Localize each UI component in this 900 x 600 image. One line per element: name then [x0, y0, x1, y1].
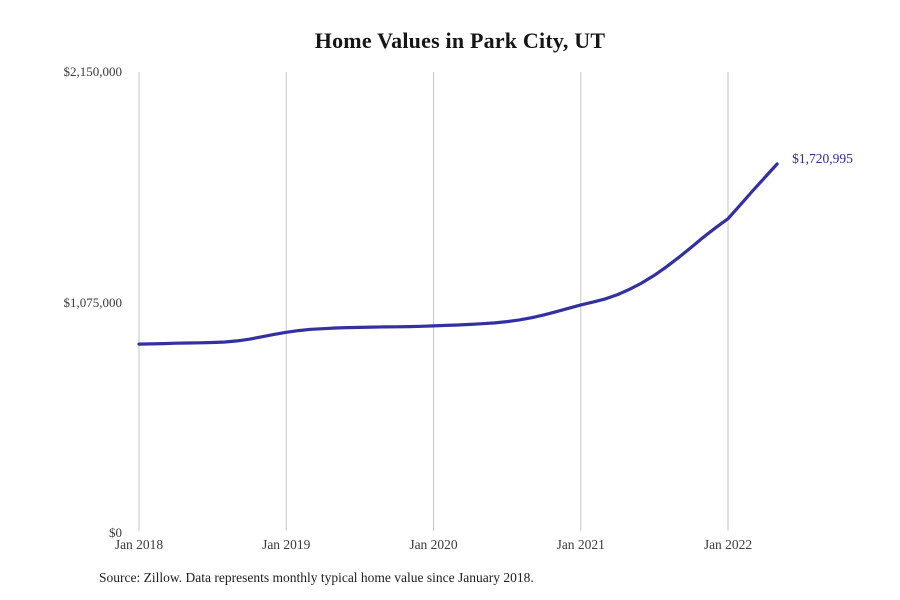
y-axis-tick-middle: $1,075,000 — [63, 294, 123, 310]
y-axis-tick-zero: $0 — [109, 525, 122, 540]
x-axis-tick-jan2021: Jan 2021 — [556, 537, 605, 552]
x-axis-tick-jan2020: Jan 2020 — [409, 537, 458, 552]
chart-title: Home Values in Park City, UT — [314, 28, 606, 53]
x-axis-tick-jan2022: Jan 2022 — [703, 537, 753, 552]
y-axis-tick-top: $2,150,000 — [63, 64, 123, 79]
latest-value-label: $1,720,995 — [792, 150, 853, 166]
source-note: Source: Zillow. Data represents monthly … — [99, 570, 534, 585]
x-axis-tick-jan2018: Jan 2018 — [114, 537, 164, 552]
x-axis-tick-jan2019: Jan 2019 — [262, 537, 311, 552]
series-line — [137, 162, 779, 346]
